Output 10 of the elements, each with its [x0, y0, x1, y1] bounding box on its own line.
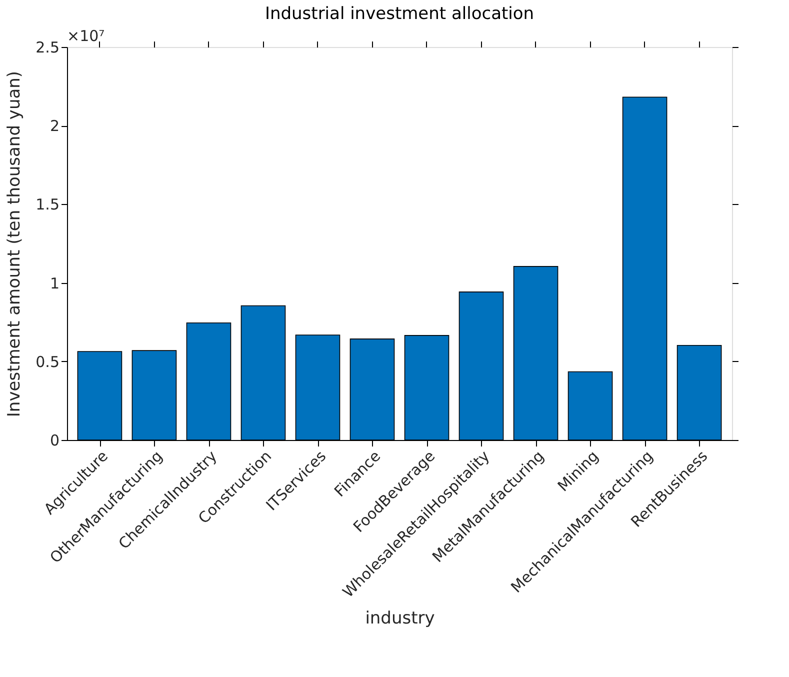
- y-tick-label: 2: [50, 117, 60, 136]
- y-tick-label: 2.5: [36, 38, 60, 56]
- chart-title: Industrial investment allocation: [264, 4, 534, 24]
- y-tick-label: 0.5: [36, 352, 60, 371]
- y-tick-label: 1: [50, 274, 60, 292]
- y-axis-title: Investment amount (ten thousand yuan): [4, 70, 25, 418]
- y-tick-label: 1.5: [36, 196, 60, 214]
- y-tick-label: 0: [50, 432, 60, 450]
- x-axis-title: industry: [365, 608, 435, 628]
- text: ×10⁷: [67, 27, 105, 45]
